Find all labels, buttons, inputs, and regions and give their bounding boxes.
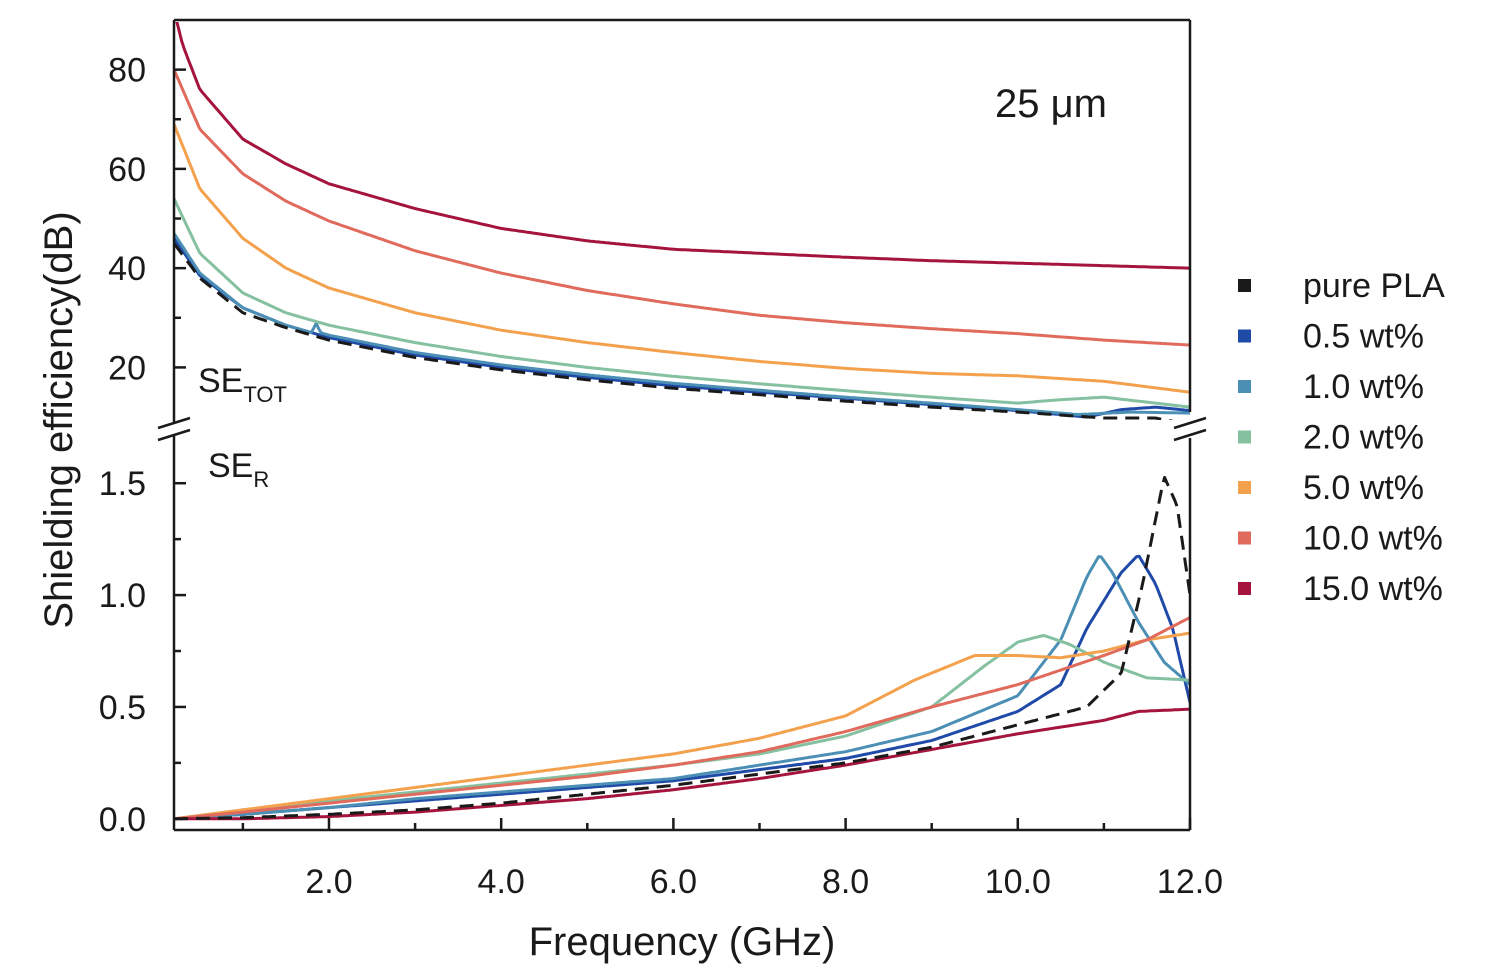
legend-label: 5.0 wt% — [1303, 469, 1424, 507]
x-axis-title: Frequency (GHz) — [529, 920, 836, 964]
se-tot-line-pure-pla — [174, 242, 1175, 420]
se-r-label-sub: R — [253, 467, 269, 492]
se-tot-line-5-0-wt — [174, 123, 1190, 394]
thickness-annotation: 25 μm — [995, 82, 1107, 126]
legend-swatch — [1238, 430, 1251, 444]
se-r-line-15-0-wt — [174, 707, 1190, 821]
legend-swatch — [1238, 531, 1251, 545]
se-r-label-main: SE — [208, 447, 253, 485]
se-r-line-pure-pla — [174, 476, 1190, 821]
x-tick-label: 6.0 — [650, 863, 697, 901]
se-tot-line-2-0-wt — [174, 198, 1190, 409]
y-tick-label-top: 80 — [108, 52, 146, 90]
legend-swatch — [1238, 329, 1251, 343]
y-tick-label-bottom: 0.0 — [99, 801, 146, 839]
se-tot-line-10-0-wt — [174, 69, 1190, 347]
se-r-line-10-0-wt — [174, 616, 1190, 821]
left-break-mark-2 — [157, 428, 191, 442]
se-tot-label-main: SE — [198, 362, 243, 400]
legend-label: 10.0 wt% — [1303, 520, 1443, 558]
axis-ticks: 2.0 4.0 6.0 8.0 10.0 12.0 20 40 60 80 0.0 0.5 1.0 1.5 — [99, 52, 1223, 901]
legend-swatch — [1238, 380, 1251, 393]
x-tick-label: 10.0 — [985, 863, 1051, 901]
axis-break-marks — [157, 416, 1207, 442]
se-tot-line-15-0-wt — [175, 22, 1190, 270]
se-tot-label-sub: TOT — [243, 382, 287, 407]
y-tick-label-top: 40 — [108, 250, 146, 288]
legend-label: 2.0 wt% — [1303, 419, 1424, 457]
se-tot-line-1-0-wt — [174, 232, 1190, 416]
se-r-line-0-5-wt — [174, 554, 1190, 821]
y-axis-title: Shielding efficiency(dB) — [37, 211, 81, 628]
legend-label: pure PLA — [1303, 267, 1445, 305]
se-tot-series-group — [174, 22, 1190, 420]
y-tick-label-top: 60 — [108, 151, 146, 189]
legend-swatch — [1238, 481, 1251, 494]
y-tick-label-top: 20 — [108, 349, 146, 387]
se-r-line-2-0-wt — [174, 634, 1190, 821]
y-tick-label-bottom: 0.5 — [99, 689, 146, 727]
se-r-label: SER — [208, 447, 269, 492]
legend-label: 1.0 wt% — [1303, 368, 1424, 406]
legend: pure PLA 0.5 wt% 1.0 wt% 2.0 wt% 5.0 wt% 10.0… — [1238, 267, 1445, 608]
se-r-line-5-0-wt — [174, 631, 1190, 821]
legend-swatch — [1238, 582, 1251, 595]
legend-label: 15.0 wt% — [1303, 570, 1443, 608]
left-break-mark-1 — [157, 416, 191, 430]
y-tick-label-bottom: 1.0 — [99, 577, 146, 615]
x-tick-label: 4.0 — [478, 863, 525, 901]
right-break-mark-1 — [1173, 416, 1207, 430]
legend-swatch — [1238, 279, 1251, 292]
x-tick-label: 12.0 — [1157, 863, 1223, 901]
x-tick-label: 8.0 — [822, 863, 869, 901]
y-tick-label-bottom: 1.5 — [99, 465, 146, 503]
right-break-mark-2 — [1173, 428, 1207, 442]
x-tick-label: 2.0 — [305, 863, 352, 901]
se-tot-label: SETOT — [198, 362, 287, 407]
legend-label: 0.5 wt% — [1303, 318, 1424, 356]
se-r-series-group — [174, 476, 1190, 821]
plot-frame — [172, 18, 1192, 832]
se-r-line-1-0-wt — [174, 555, 1190, 821]
